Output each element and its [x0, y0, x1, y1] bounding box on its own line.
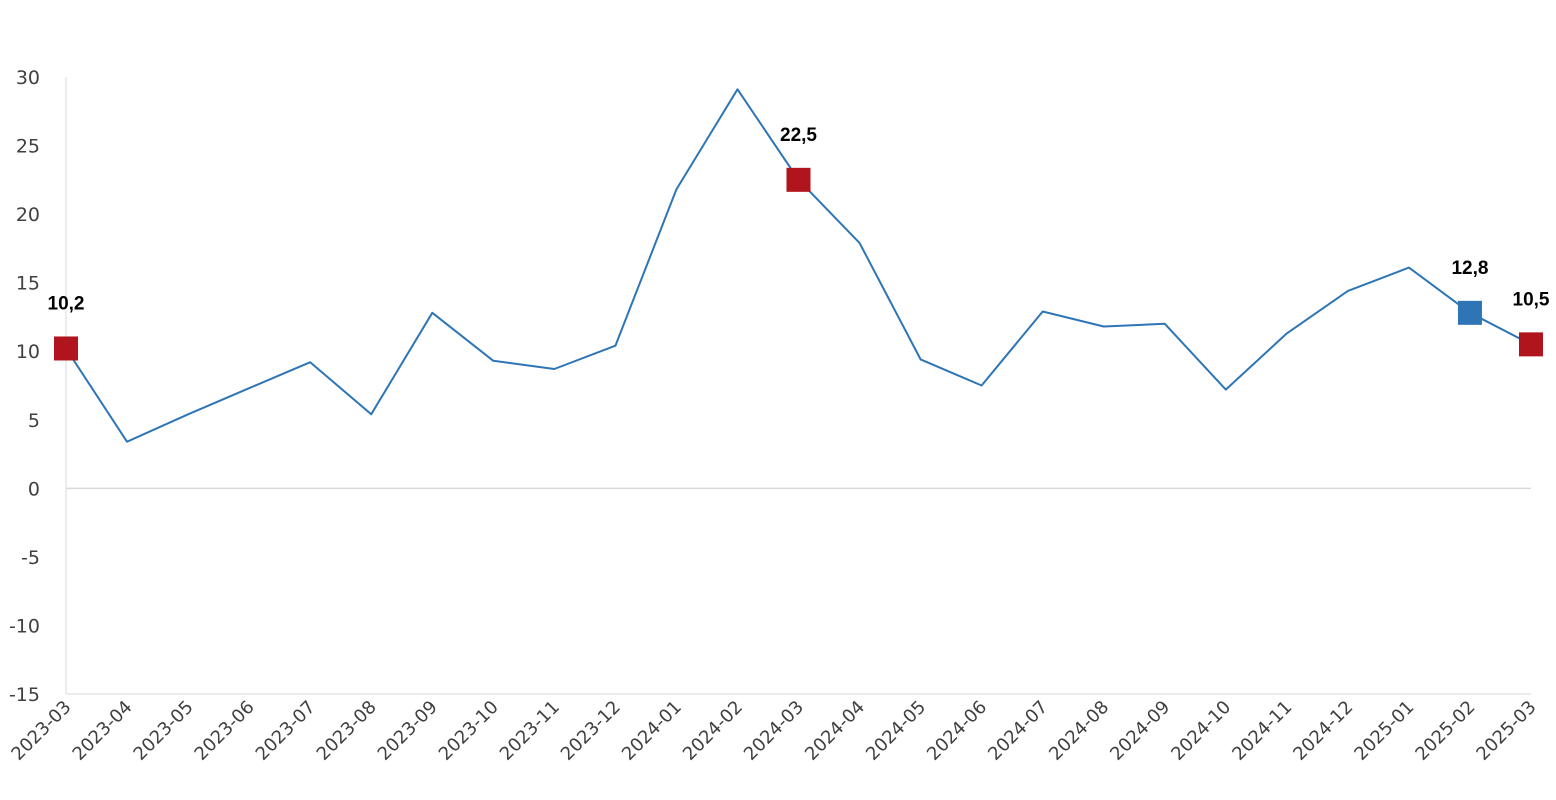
x-tick-label: 2024-05: [862, 697, 930, 765]
y-tick-label: 15: [16, 273, 40, 295]
chart-axes: [65, 77, 1531, 695]
data-marker: [786, 167, 811, 192]
x-tick-label: 2023-08: [313, 697, 381, 765]
x-tick-label: 2024-11: [1228, 697, 1296, 765]
y-tick-label: 30: [16, 67, 40, 89]
x-tick-label: 2023-09: [374, 697, 442, 765]
data-marker: [1457, 300, 1482, 325]
x-tick-label: 2024-08: [1045, 697, 1113, 765]
y-tick-label: 20: [16, 204, 40, 226]
x-tick-label: 2023-03: [7, 697, 75, 765]
x-tick-label: 2024-12: [1289, 697, 1357, 765]
data-marker: [1519, 332, 1543, 357]
y-tick-label: 0: [28, 478, 40, 500]
x-tick-label: 2023-04: [69, 697, 137, 765]
x-tick-label: 2024-09: [1106, 697, 1174, 765]
x-tick-label: 2025-03: [1472, 697, 1540, 765]
y-tick-label: 5: [28, 410, 40, 432]
x-tick-label: 2023-05: [130, 697, 198, 765]
data-label: 12,8: [1451, 258, 1488, 279]
y-axis-ticks: -15 -10 -5 0 5 10 15 20 25 30: [9, 67, 40, 706]
x-tick-label: 2025-02: [1411, 697, 1479, 765]
y-tick-label: -5: [21, 547, 40, 569]
x-tick-label: 2024-04: [801, 697, 869, 765]
x-tick-label: 2023-11: [496, 697, 564, 765]
x-tick-label: 2024-10: [1167, 697, 1235, 765]
x-tick-label: 2024-06: [923, 697, 991, 765]
y-tick-label: 25: [16, 136, 40, 158]
x-tick-label: 2023-07: [252, 697, 320, 765]
y-tick-label: 10: [16, 341, 40, 363]
x-tick-label: 2023-06: [191, 697, 259, 765]
data-label: 22,5: [780, 125, 817, 146]
x-tick-label: 2024-03: [740, 697, 808, 765]
x-tick-label: 2023-12: [557, 697, 625, 765]
data-marker: [54, 336, 78, 361]
x-tick-label: 2024-07: [984, 697, 1052, 765]
x-axis-ticks: 2023-032023-042023-052023-062023-072023-…: [7, 697, 1540, 765]
data-label: 10,2: [48, 293, 85, 314]
x-tick-label: 2024-02: [679, 697, 747, 765]
y-tick-label: -10: [9, 615, 40, 637]
data-label: 10,5: [1513, 289, 1550, 310]
y-tick-label: -15: [9, 684, 40, 706]
x-tick-label: 2025-01: [1350, 697, 1418, 765]
x-tick-label: 2023-10: [435, 697, 503, 765]
x-tick-label: 2024-01: [618, 697, 686, 765]
markers-group: [54, 167, 1543, 361]
data-labels-group: 10,2 22,5 12,8 10,5: [48, 125, 1550, 315]
